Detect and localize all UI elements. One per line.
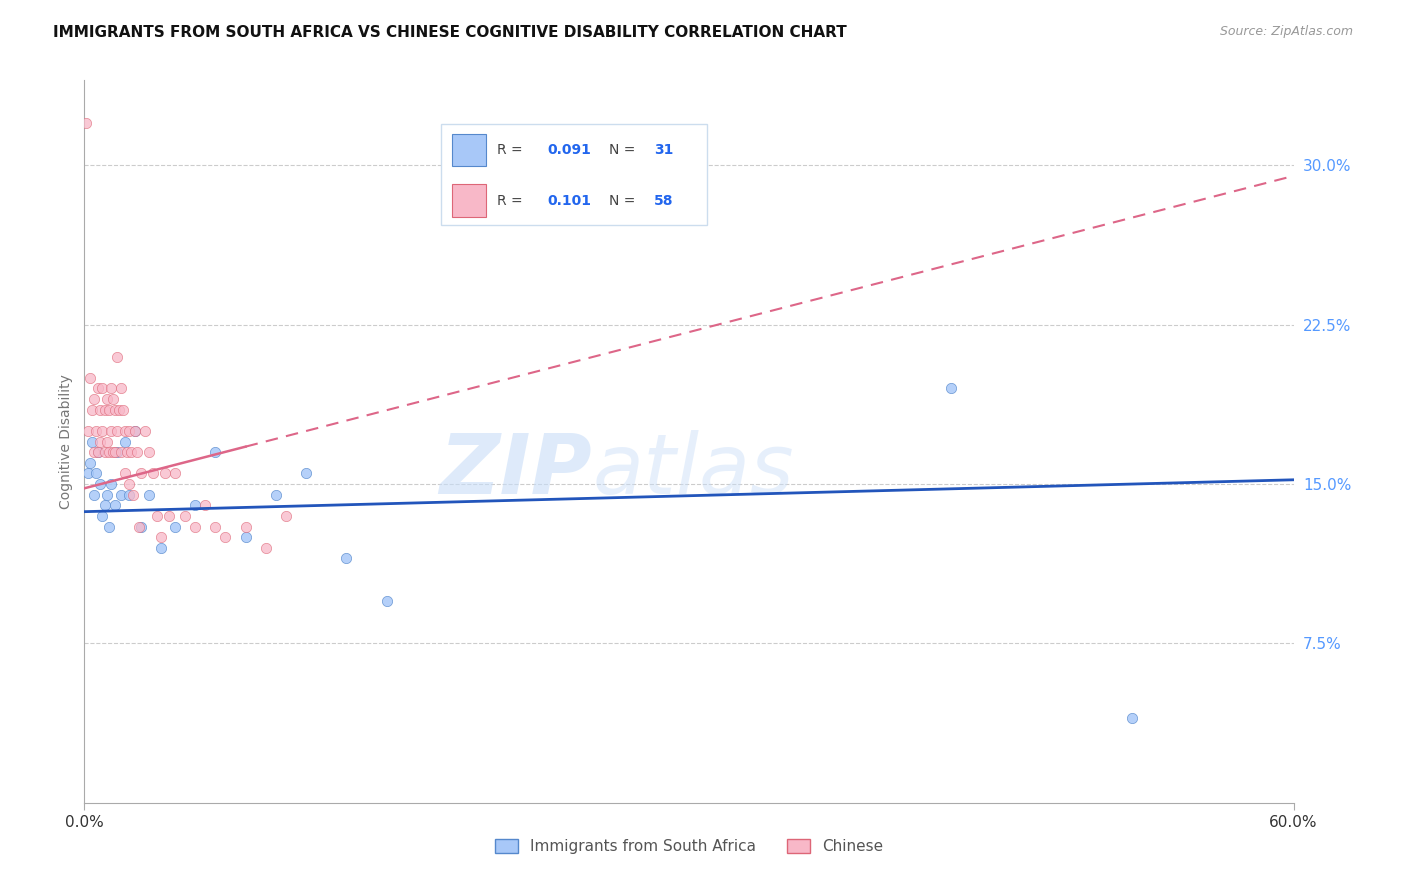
Point xyxy=(101,445,124,459)
Point xyxy=(82,434,104,449)
Point xyxy=(134,424,156,438)
Point xyxy=(105,424,128,438)
Point xyxy=(214,530,236,544)
Point xyxy=(96,392,118,406)
Point xyxy=(91,508,114,523)
Point xyxy=(111,402,134,417)
Point xyxy=(89,477,111,491)
Point xyxy=(93,498,115,512)
Point xyxy=(120,445,142,459)
Point xyxy=(235,530,257,544)
Point xyxy=(104,402,127,417)
Point xyxy=(77,424,100,438)
Text: ZIP: ZIP xyxy=(440,430,592,511)
Point xyxy=(204,519,226,533)
Point xyxy=(91,381,114,395)
Point xyxy=(274,508,297,523)
Point xyxy=(146,508,169,523)
Point xyxy=(87,445,110,459)
Point xyxy=(1121,711,1143,725)
Point xyxy=(93,402,115,417)
Point xyxy=(114,467,136,481)
Point xyxy=(83,488,105,502)
Point xyxy=(75,116,97,130)
Point xyxy=(83,392,105,406)
Point xyxy=(77,467,100,481)
Point xyxy=(118,424,141,438)
Point xyxy=(235,519,257,533)
Point xyxy=(114,434,136,449)
Point xyxy=(125,445,148,459)
Point xyxy=(184,519,207,533)
Point xyxy=(295,467,318,481)
Point xyxy=(100,477,122,491)
Point xyxy=(110,488,132,502)
Point xyxy=(129,467,152,481)
Point xyxy=(153,467,176,481)
Point xyxy=(121,488,143,502)
Point xyxy=(97,402,120,417)
Point xyxy=(264,488,287,502)
Point xyxy=(83,445,105,459)
Point xyxy=(97,445,120,459)
Point xyxy=(939,381,962,395)
Text: IMMIGRANTS FROM SOUTH AFRICA VS CHINESE COGNITIVE DISABILITY CORRELATION CHART: IMMIGRANTS FROM SOUTH AFRICA VS CHINESE … xyxy=(53,25,848,40)
Point xyxy=(105,445,128,459)
Point xyxy=(96,488,118,502)
Point xyxy=(149,541,172,555)
Point xyxy=(165,519,187,533)
Point xyxy=(138,488,160,502)
Point xyxy=(204,445,226,459)
Point xyxy=(104,445,127,459)
Point xyxy=(91,424,114,438)
Point xyxy=(82,402,104,417)
Point xyxy=(89,434,111,449)
Point xyxy=(97,519,120,533)
Point xyxy=(105,350,128,364)
Point xyxy=(100,424,122,438)
Point xyxy=(184,498,207,512)
Text: Source: ZipAtlas.com: Source: ZipAtlas.com xyxy=(1219,25,1353,38)
Point xyxy=(128,519,150,533)
Point xyxy=(149,530,172,544)
Point xyxy=(335,551,357,566)
Y-axis label: Cognitive Disability: Cognitive Disability xyxy=(59,374,73,509)
Point xyxy=(100,381,122,395)
Point xyxy=(124,424,146,438)
Point xyxy=(157,508,180,523)
Point xyxy=(174,508,197,523)
Point xyxy=(142,467,165,481)
Point xyxy=(104,498,127,512)
Point xyxy=(375,594,398,608)
Text: atlas: atlas xyxy=(592,430,794,511)
Point xyxy=(96,434,118,449)
Point xyxy=(89,402,111,417)
Point xyxy=(115,445,138,459)
Point xyxy=(124,424,146,438)
Legend: Immigrants from South Africa, Chinese: Immigrants from South Africa, Chinese xyxy=(489,833,889,860)
Point xyxy=(79,456,101,470)
Point xyxy=(254,541,277,555)
Point xyxy=(86,424,108,438)
Point xyxy=(87,381,110,395)
Point xyxy=(93,445,115,459)
Point xyxy=(114,424,136,438)
Point xyxy=(118,488,141,502)
Point xyxy=(165,467,187,481)
Point xyxy=(86,467,108,481)
Point xyxy=(118,477,141,491)
Point xyxy=(101,392,124,406)
Point xyxy=(110,445,132,459)
Point xyxy=(107,402,129,417)
Point xyxy=(138,445,160,459)
Point xyxy=(110,381,132,395)
Point xyxy=(194,498,217,512)
Point xyxy=(129,519,152,533)
Point xyxy=(79,371,101,385)
Point xyxy=(87,445,110,459)
